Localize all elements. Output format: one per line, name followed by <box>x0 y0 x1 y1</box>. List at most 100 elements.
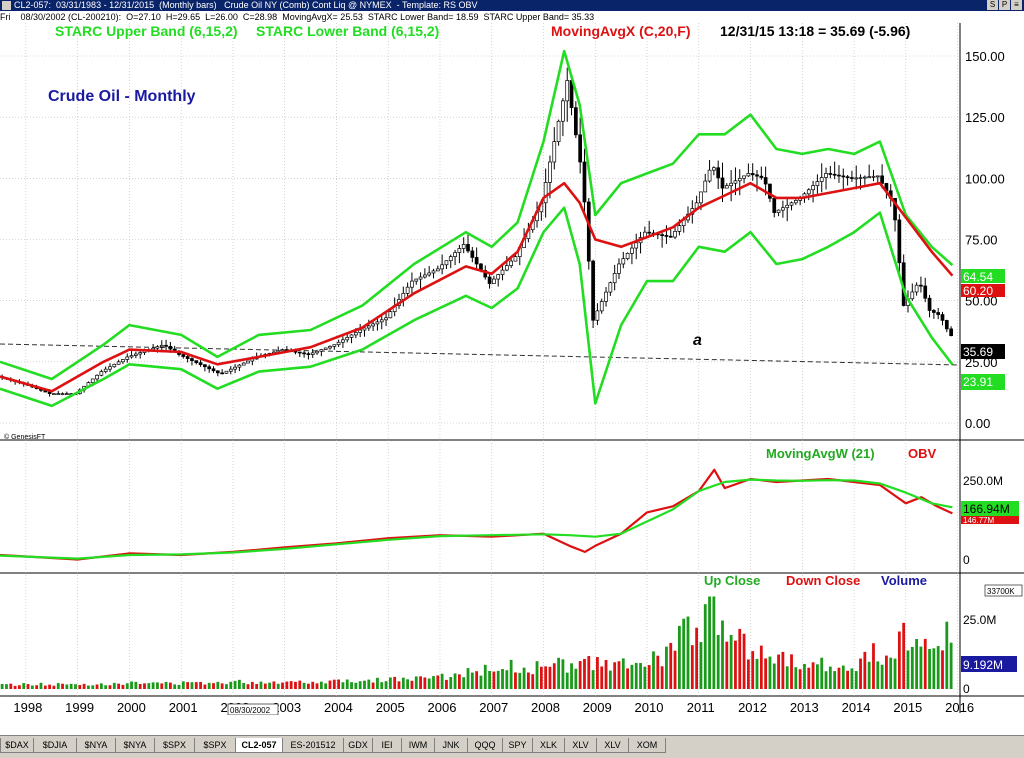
volume-bar <box>790 654 793 689</box>
volume-scale-box <box>984 584 1023 597</box>
volume-bar <box>859 658 862 689</box>
volume-bar <box>923 638 927 689</box>
symbol-tab[interactable]: $SPX <box>154 738 195 753</box>
obv-ma-value-box <box>961 501 1019 516</box>
bar-body <box>927 297 932 311</box>
symbol-tab[interactable]: XLV <box>596 738 629 753</box>
bar-body <box>621 258 626 265</box>
symbol-tab[interactable]: $NYA <box>115 738 155 753</box>
bar-body <box>785 204 790 209</box>
bar-body <box>121 359 125 363</box>
volume-bar <box>695 627 699 689</box>
x-tick: 2011 <box>687 700 715 715</box>
volume-bar <box>479 675 483 689</box>
volume-bar <box>69 683 73 689</box>
volume-bar <box>470 672 474 689</box>
volume-bar <box>841 665 845 689</box>
price-tick: 100.00 <box>965 171 1005 186</box>
price-tick: 50.00 <box>965 294 998 309</box>
bar-body <box>759 175 764 178</box>
symbol-tab[interactable]: ES-201512 <box>282 738 344 753</box>
symbol-tab[interactable]: XLV <box>564 738 597 753</box>
symbol-tab[interactable]: XLK <box>532 738 565 753</box>
bar-body <box>241 362 246 366</box>
symbol-tab[interactable]: CL2-057 <box>235 738 283 753</box>
volume-bar <box>423 677 427 689</box>
volume-bar <box>380 682 384 689</box>
chart-title: Crude Oil - Monthly <box>48 88 196 105</box>
bar-body <box>220 372 224 375</box>
volume-bar <box>35 685 39 689</box>
chart-background <box>0 23 960 715</box>
p-button[interactable]: P <box>999 0 1010 10</box>
volume-bar <box>457 674 461 689</box>
moving-avg-line <box>0 181 954 393</box>
symbol-tab[interactable]: QQQ <box>467 738 503 753</box>
symbol-tab[interactable]: $DJIA <box>33 738 77 753</box>
bar-body <box>647 231 652 234</box>
volume-bar <box>906 650 910 689</box>
ma-value: 60.20 <box>963 284 993 298</box>
menu-button[interactable]: ≡ <box>1011 0 1022 10</box>
volume-bar <box>897 631 901 689</box>
volume-bar <box>246 684 250 689</box>
lower-band-value-box <box>961 374 1005 390</box>
bar-body <box>138 352 143 355</box>
volume-value: 9.192M <box>963 658 1003 672</box>
symbol-tab[interactable]: $NYA <box>76 738 116 753</box>
bar-body <box>457 248 462 253</box>
legend-up-close: Up Close <box>704 573 760 588</box>
bar-body <box>772 197 777 213</box>
volume-bar <box>932 648 936 689</box>
volume-bar <box>526 672 530 689</box>
symbol-tab[interactable]: JNK <box>434 738 468 753</box>
symbol-tab[interactable]: $SPX <box>194 738 236 753</box>
volume-bar <box>885 655 888 689</box>
symbol-tab[interactable]: IWM <box>401 738 435 753</box>
bar-body <box>487 276 492 284</box>
bar-body <box>65 393 69 395</box>
symbol-tab[interactable]: GDX <box>343 738 373 753</box>
bar-body <box>699 191 703 204</box>
main-series-lines <box>0 49 954 408</box>
bar-body <box>358 329 363 333</box>
volume-bar <box>738 628 742 689</box>
symbol-tab[interactable]: IEI <box>372 738 402 753</box>
symbol-tab[interactable]: XOM <box>628 738 666 753</box>
bar-body <box>625 253 630 260</box>
bar-body <box>362 327 367 331</box>
volume-bar <box>703 604 707 689</box>
volume-bar <box>194 682 198 689</box>
bar-body <box>746 173 751 177</box>
x-tick: 2000 <box>117 700 146 715</box>
bar-body <box>246 360 250 364</box>
volume-bar <box>242 682 246 689</box>
s-button[interactable]: S <box>987 0 998 10</box>
bar-body <box>500 269 505 275</box>
volume-bar <box>600 666 604 689</box>
volume-bar <box>99 683 103 689</box>
price-bars <box>0 67 953 397</box>
volume-bar <box>419 676 422 689</box>
volume-bar <box>130 681 133 689</box>
volume-bar <box>699 642 703 689</box>
volume-bar <box>43 685 47 689</box>
bar-body <box>811 185 815 191</box>
obv-series-lines <box>0 468 953 561</box>
x-tick: 2012 <box>738 700 767 715</box>
volume-bar <box>682 618 686 689</box>
volume-bar <box>673 650 677 689</box>
price-tick: 125.00 <box>965 110 1005 125</box>
bar-body <box>453 252 457 257</box>
bar-body <box>56 393 61 395</box>
bar-body <box>664 235 669 237</box>
symbol-tab[interactable]: $DAX <box>0 738 34 753</box>
bar-body <box>854 177 859 180</box>
volume-bar <box>725 641 729 689</box>
bar-body <box>703 180 708 193</box>
volume-bar <box>276 683 280 689</box>
bar-body <box>595 310 600 321</box>
symbol-tab[interactable]: SPY <box>502 738 533 753</box>
volume-bar <box>647 665 651 689</box>
